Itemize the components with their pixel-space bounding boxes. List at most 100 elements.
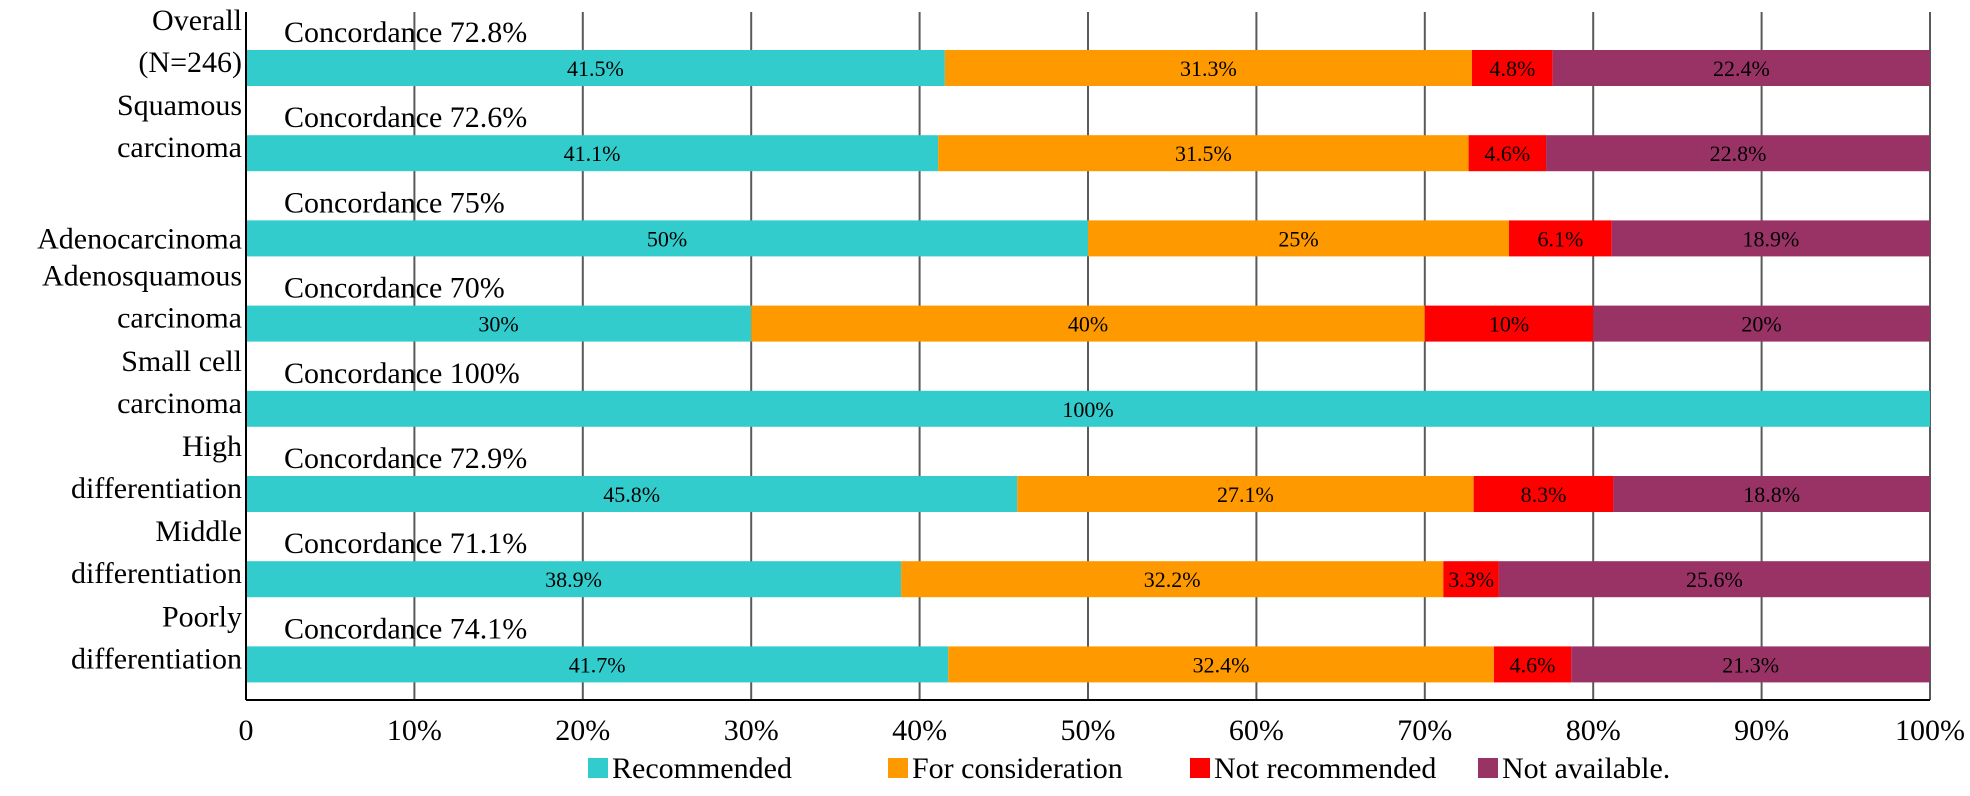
data-label: 20%: [1741, 312, 1781, 337]
bar-segment: [246, 646, 949, 683]
bar-segment: [938, 135, 1469, 172]
data-label: 4.6%: [1510, 652, 1556, 677]
bar-segment: [1468, 135, 1547, 172]
data-label: 18.8%: [1743, 482, 1800, 507]
bar-segment: [246, 220, 1088, 257]
data-label: 4.8%: [1489, 56, 1535, 81]
bar-segment: [1552, 50, 1930, 86]
bar-segment: [751, 305, 1425, 342]
bar-segment: [1509, 220, 1612, 257]
bar-segment: [1443, 561, 1499, 598]
concordance-label: Concordance 72.6%: [284, 101, 527, 134]
bar-segment: [246, 135, 939, 172]
category-label: Small cell: [121, 345, 242, 378]
bar-segment: [1088, 220, 1509, 257]
bars-layer: [246, 50, 1930, 683]
x-tick-label: 0: [239, 714, 254, 747]
x-tick-label: 90%: [1734, 714, 1789, 747]
concordance-label: Concordance 72.8%: [284, 16, 527, 49]
legend-swatch: [1190, 758, 1210, 778]
data-label: 27.1%: [1217, 482, 1274, 507]
data-label: 30%: [478, 312, 518, 337]
concordance-label: Concordance 71.1%: [284, 527, 527, 560]
x-tick-label: 40%: [892, 714, 947, 747]
bar-segment: [246, 476, 1018, 512]
x-tick-label: 30%: [724, 714, 779, 747]
data-label: 38.9%: [545, 567, 602, 592]
data-label: 10%: [1489, 312, 1529, 337]
category-label: differentiation: [71, 642, 242, 675]
bar-segment: [1571, 646, 1930, 683]
data-label: 31.3%: [1180, 56, 1237, 81]
category-label: Squamous: [117, 89, 242, 122]
data-label: 6.1%: [1537, 226, 1583, 251]
category-label: differentiation: [71, 557, 242, 590]
category-label: Adenocarcinoma: [37, 222, 242, 255]
data-label: 25.6%: [1686, 567, 1743, 592]
concordance-label: Concordance 72.9%: [284, 442, 527, 475]
category-label: (N=246): [138, 46, 242, 79]
bar-segment: [948, 646, 1494, 683]
data-label: 18.9%: [1742, 226, 1799, 251]
bar-segment: [1546, 135, 1930, 172]
x-tick-label: 80%: [1566, 714, 1621, 747]
labels-layer: Overall (N=246) Concordance 72.8% 41.5% 31.3…: [37, 4, 1800, 677]
bar-segment: [1613, 476, 1930, 512]
bar-segment: [1424, 305, 1594, 342]
category-label: Middle: [155, 515, 242, 548]
data-label: 31.5%: [1175, 141, 1232, 166]
x-tick-label: 60%: [1229, 714, 1284, 747]
data-label: 41.1%: [564, 141, 621, 166]
bar-segment: [1611, 220, 1930, 257]
legend-label: Not available.: [1502, 752, 1670, 785]
bar-segment: [1593, 305, 1930, 342]
bar-segment: [1473, 476, 1614, 512]
legend-swatch: [588, 758, 608, 778]
bar-segment: [1493, 646, 1572, 683]
category-label: carcinoma: [117, 302, 242, 335]
x-tick-label: 20%: [555, 714, 610, 747]
bar-segment: [1017, 476, 1474, 512]
x-tick-label: 50%: [1061, 714, 1116, 747]
bar-segment: [246, 50, 945, 86]
legend-label: Recommended: [612, 752, 792, 785]
category-label: carcinoma: [117, 131, 242, 164]
data-label: 40%: [1068, 312, 1108, 337]
bar-segment: [246, 305, 752, 342]
legend: Recommended For consideration Not recommen…: [588, 752, 1670, 785]
bar-segment: [901, 561, 1444, 598]
bar-segment: [1471, 50, 1553, 86]
category-label: High: [182, 430, 242, 463]
legend-swatch: [888, 758, 908, 778]
axis-layer: 0 10% 20% 30% 40% 50% 60% 70% 80% 90% 100%: [239, 12, 1965, 747]
data-label: 25%: [1278, 226, 1318, 251]
data-label: 21.3%: [1722, 652, 1779, 677]
concordance-label: Concordance 74.1%: [284, 612, 527, 645]
bar-segment: [246, 390, 1930, 427]
data-label: 8.3%: [1521, 482, 1567, 507]
legend-label: Not recommended: [1214, 752, 1436, 785]
category-label: Overall: [152, 4, 242, 37]
data-label: 32.4%: [1193, 652, 1250, 677]
category-label: Poorly: [162, 600, 242, 633]
data-label: 45.8%: [603, 482, 660, 507]
data-label: 41.7%: [569, 652, 626, 677]
x-tick-label: 100%: [1895, 714, 1965, 747]
data-label: 22.4%: [1713, 56, 1770, 81]
legend-label: For consideration: [912, 752, 1123, 785]
data-label: 50%: [647, 226, 687, 251]
category-label: Adenosquamous: [42, 260, 242, 293]
bar-segment: [944, 50, 1472, 86]
concordance-label: Concordance 100%: [284, 357, 520, 390]
category-label: carcinoma: [117, 387, 242, 420]
x-tick-label: 10%: [387, 714, 442, 747]
data-label: 22.8%: [1710, 141, 1767, 166]
data-label: 3.3%: [1448, 567, 1494, 592]
x-tick-label: 70%: [1397, 714, 1452, 747]
concordance-label: Concordance 75%: [284, 186, 505, 219]
concordance-label: Concordance 70%: [284, 272, 505, 305]
category-label: differentiation: [71, 472, 242, 505]
data-label: 100%: [1062, 397, 1113, 422]
bar-segment: [1498, 561, 1930, 598]
